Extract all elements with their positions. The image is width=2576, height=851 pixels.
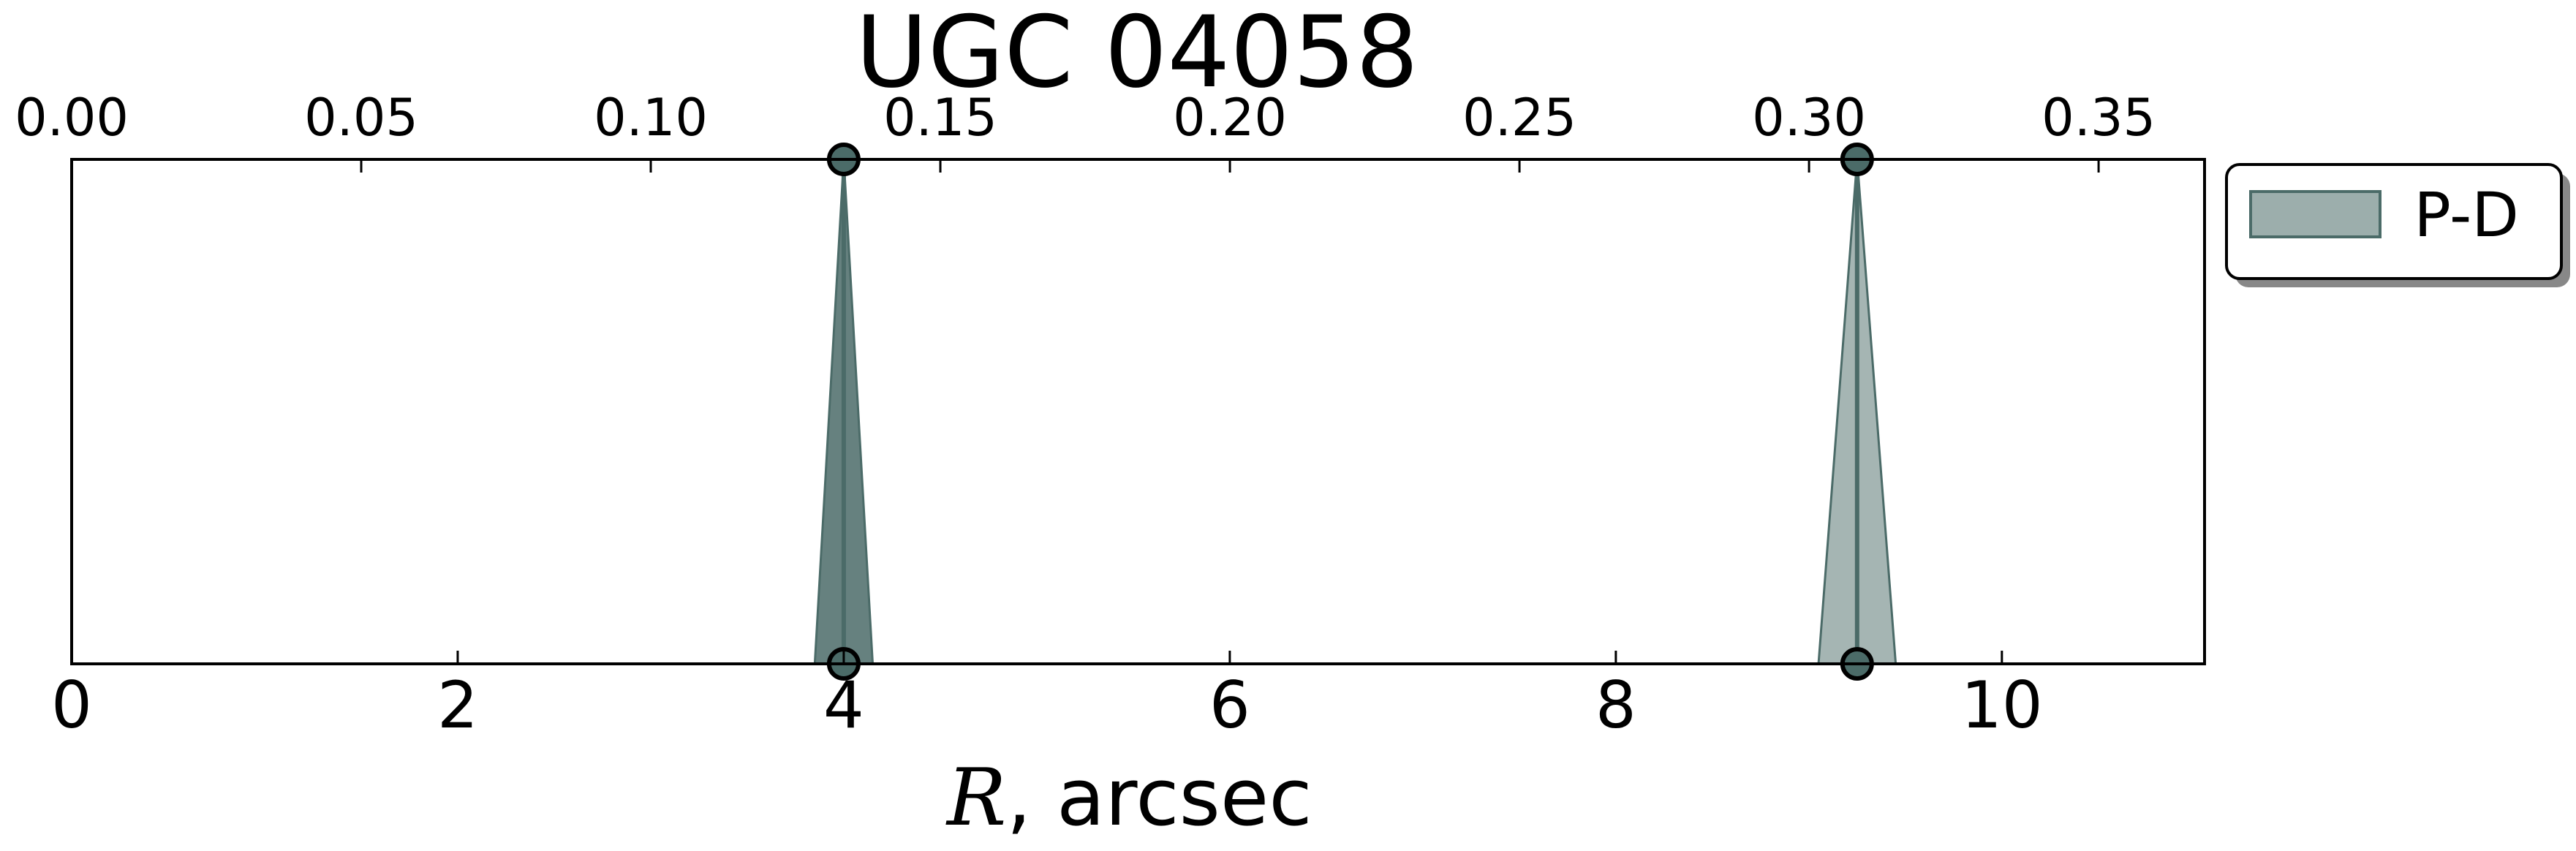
bottom-tick-label: 4 [823,667,864,743]
top-axis: 0.00 0.05 0.10 0.15 0.20 0.25 0.30 0.35 [15,88,2156,173]
bottom-tick-label: 10 [1961,667,2043,743]
x-axis-label-variable: R [945,752,1006,844]
top-tick-label: 0.10 [594,88,708,148]
top-tick-label: 0.25 [1462,88,1576,148]
bottom-tick-label: 2 [437,667,478,743]
bottom-tick-label: 6 [1209,667,1250,743]
plot-frame [70,158,2206,665]
bottom-tick-label: 0 [51,667,92,743]
legend: P-D [2225,163,2570,287]
top-tick-label: 0.05 [304,88,418,148]
top-tick-label: 0.30 [1752,88,1866,148]
top-tick-label: 0.20 [1173,88,1287,148]
bottom-axis: 0 2 4 6 8 10 [51,651,2043,743]
spike-layer [813,143,1897,681]
bottom-tick-label: 8 [1595,667,1636,743]
top-tick-label: 0.00 [15,88,129,148]
top-tick-label: 0.15 [883,88,997,148]
top-tick-label: 0.35 [2041,88,2156,148]
legend-swatch-p-d [2249,190,2382,238]
x-axis-label: R, arcsec [945,752,1312,844]
legend-label-p-d: P-D [2414,179,2519,251]
x-axis-label-units: , arcsec [1006,752,1312,844]
chart-title: UGC 04058 [855,0,1419,110]
